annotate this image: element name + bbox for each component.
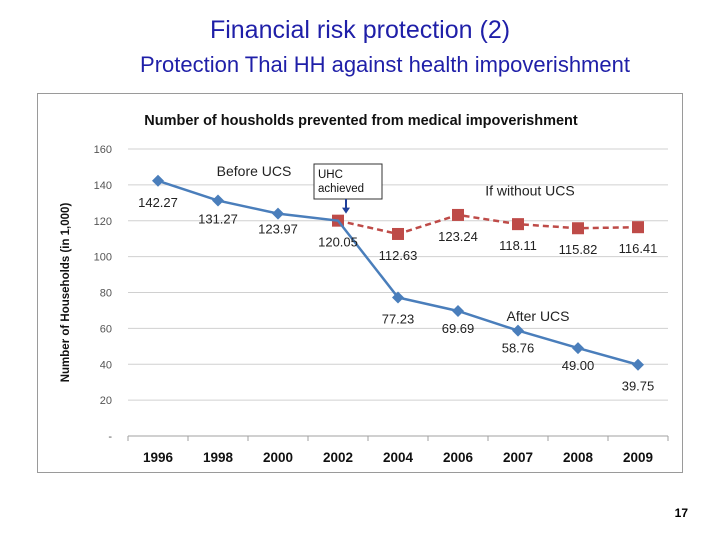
data-label-if-without-ucs: 112.63 xyxy=(379,248,418,263)
data-label-actual: 49.00 xyxy=(562,358,595,373)
uhc-callout-line2: achieved xyxy=(318,183,364,195)
uhc-callout-line1: UHC xyxy=(318,169,343,181)
y-tick-label: 120 xyxy=(94,216,112,228)
slide-subtitle: Protection Thai HH against health impove… xyxy=(140,52,630,77)
data-label-actual: 58.76 xyxy=(502,341,535,356)
data-label-actual: 123.97 xyxy=(258,222,298,237)
annotation-after-ucs: After UCS xyxy=(506,308,569,324)
y-axis-title: Number of Households (in 1,000) xyxy=(60,203,72,383)
y-tick-label: - xyxy=(108,431,112,443)
marker-actual xyxy=(212,194,224,207)
x-tick-label: 2004 xyxy=(383,450,414,465)
marker-actual xyxy=(152,174,164,187)
x-tick-label: 1998 xyxy=(203,450,234,465)
marker-actual xyxy=(392,291,404,304)
marker-if-without-ucs xyxy=(512,218,524,231)
data-label-if-without-ucs: 116.41 xyxy=(619,241,658,256)
marker-if-without-ucs xyxy=(572,222,584,235)
y-tick-label: 20 xyxy=(100,395,112,407)
x-tick-label: 2006 xyxy=(443,450,474,465)
y-tick-label: 160 xyxy=(94,144,112,156)
x-tick-label: 2008 xyxy=(563,450,594,465)
annotation-before-ucs: Before UCS xyxy=(217,163,292,179)
x-tick-label: 2000 xyxy=(263,450,293,465)
marker-actual xyxy=(632,358,644,371)
annotation-if-without-ucs: If without UCS xyxy=(485,183,574,199)
y-tick-label: 40 xyxy=(100,359,112,371)
data-label-actual: 131.27 xyxy=(198,212,238,227)
page-number: 17 xyxy=(674,506,688,520)
uhc-arrow-head xyxy=(342,207,350,214)
chart-frame: Number of housholds prevented from medic… xyxy=(37,93,683,473)
data-label-if-without-ucs: 123.24 xyxy=(438,229,478,244)
series-line-actual xyxy=(157,179,639,366)
marker-actual xyxy=(452,304,464,317)
y-tick-label: 140 xyxy=(94,180,112,192)
chart-title: Number of housholds prevented from medic… xyxy=(144,113,578,129)
y-tick-label: 60 xyxy=(100,323,112,335)
x-tick-label: 2007 xyxy=(503,450,533,465)
uhc-callout-box xyxy=(313,163,383,200)
chart: Number of housholds prevented from medic… xyxy=(60,113,669,465)
data-label-actual: 120.05 xyxy=(318,235,358,250)
data-label-actual: 77.23 xyxy=(382,311,415,326)
x-tick-label: 1996 xyxy=(143,450,174,465)
slide-title: Financial risk protection (2) xyxy=(209,16,511,44)
x-tick-label: 2009 xyxy=(623,450,653,465)
marker-actual xyxy=(512,324,524,337)
data-label-if-without-ucs: 115.82 xyxy=(559,242,598,257)
x-tick-label: 2002 xyxy=(323,450,353,465)
data-label-actual: 69.69 xyxy=(442,321,475,336)
marker-actual xyxy=(272,207,284,220)
data-label-actual: 142.27 xyxy=(138,195,178,210)
marker-if-without-ucs xyxy=(452,208,464,221)
data-label-if-without-ucs: 118.11 xyxy=(499,238,537,253)
y-tick-label: 80 xyxy=(100,288,112,300)
y-tick-label: 100 xyxy=(94,252,112,264)
marker-if-without-ucs xyxy=(392,227,404,240)
data-label-actual: 39.75 xyxy=(622,379,655,394)
series-line-if-without-ucs xyxy=(337,213,639,236)
marker-actual xyxy=(572,342,584,355)
marker-if-without-ucs xyxy=(632,221,644,234)
